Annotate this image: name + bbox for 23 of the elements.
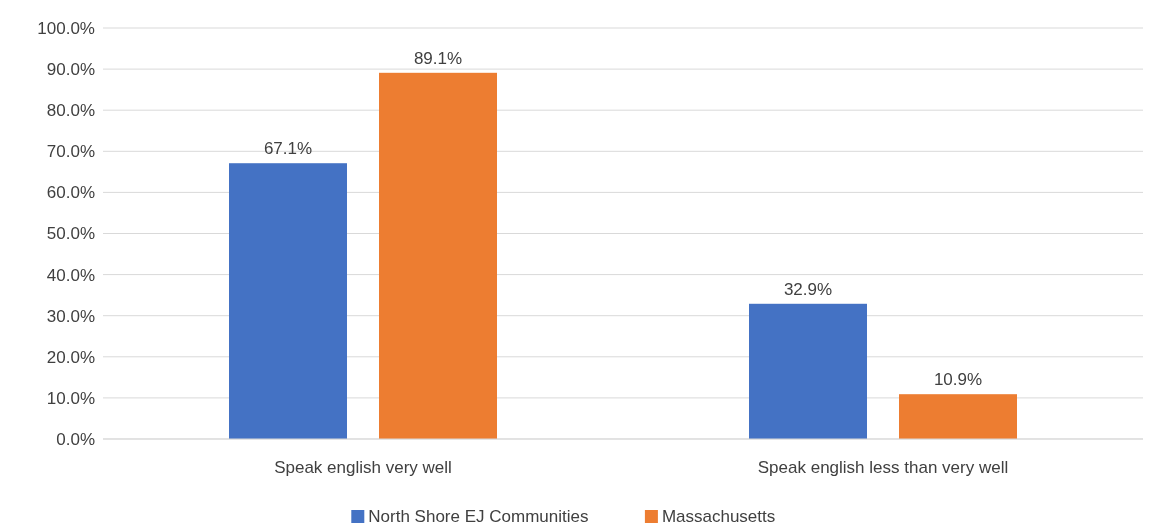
x-tick-label: Speak english very well bbox=[274, 458, 452, 477]
x-tick-label: Speak english less than very well bbox=[757, 458, 1009, 477]
y-tick-label: 30.0% bbox=[46, 306, 95, 326]
legend-label: Massachusetts bbox=[661, 507, 776, 526]
y-tick-label: 40.0% bbox=[46, 265, 95, 285]
data-label: 32.9% bbox=[783, 279, 833, 299]
y-tick-label: 90.0% bbox=[46, 60, 95, 80]
bar bbox=[379, 72, 497, 439]
legend-label: North Shore EJ Communities bbox=[368, 507, 589, 526]
y-tick-label: 20.0% bbox=[46, 347, 95, 367]
y-tick-label: 70.0% bbox=[46, 142, 95, 162]
y-tick-label: 60.0% bbox=[46, 183, 95, 203]
y-tick-label: 100.0% bbox=[37, 18, 95, 38]
bar bbox=[749, 303, 867, 439]
y-tick-label: 0.0% bbox=[56, 429, 95, 449]
data-label: 10.9% bbox=[933, 370, 983, 390]
y-tick-label: 80.0% bbox=[46, 101, 95, 121]
bar bbox=[229, 163, 347, 439]
data-label: 67.1% bbox=[263, 139, 313, 159]
data-label: 89.1% bbox=[413, 48, 463, 68]
y-tick-label: 10.0% bbox=[46, 388, 95, 408]
y-tick-label: 50.0% bbox=[46, 224, 95, 244]
bar bbox=[899, 394, 1017, 439]
